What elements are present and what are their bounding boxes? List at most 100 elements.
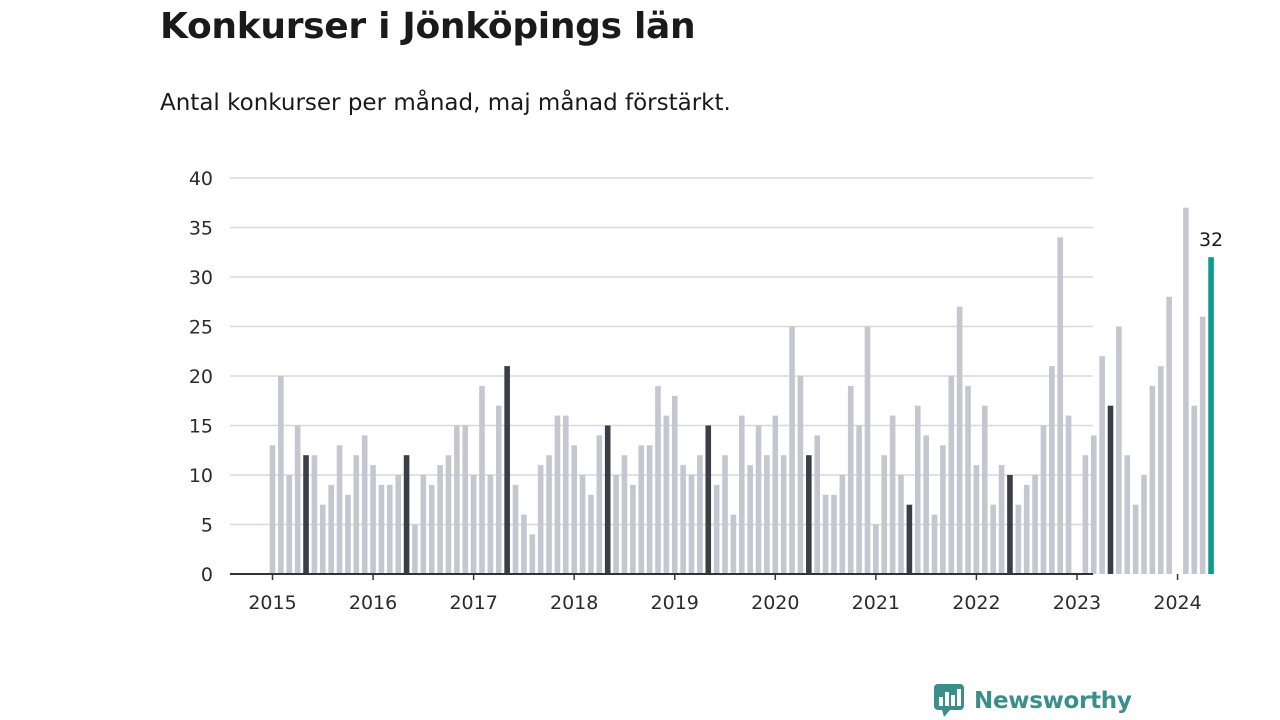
chart-title: Konkurser i Jönköpings län [160, 6, 696, 47]
bar [1191, 405, 1198, 574]
bar [789, 326, 795, 574]
bar [1032, 475, 1038, 574]
bar [738, 415, 745, 574]
bar [931, 514, 938, 574]
bar [454, 425, 460, 574]
bar [361, 435, 368, 574]
bar [470, 475, 477, 574]
bar [512, 484, 519, 574]
y-tick-label: 5 [201, 515, 213, 537]
bar [864, 326, 871, 574]
bar [688, 475, 695, 574]
bar [1065, 415, 1072, 574]
bar [387, 484, 393, 574]
y-tick-label: 20 [189, 366, 213, 388]
bar [588, 494, 594, 574]
brand-logo[interactable]: Newsworthy [934, 684, 1132, 718]
bar [378, 484, 385, 574]
bar [1007, 475, 1013, 574]
bar [495, 405, 502, 574]
bar [973, 465, 980, 574]
x-tick-label: 2024 [1153, 592, 1201, 614]
bar [822, 494, 829, 574]
bar [1049, 366, 1055, 574]
bar [956, 306, 963, 574]
bar [722, 455, 728, 574]
newsworthy-logo-icon [934, 684, 964, 717]
y-tick-label: 40 [189, 168, 213, 190]
bar [705, 425, 712, 574]
bar [1107, 405, 1114, 574]
bar [1141, 475, 1147, 574]
bar [596, 435, 603, 574]
data-labels: 32 [1199, 229, 1223, 251]
bar-value-label: 32 [1199, 229, 1223, 251]
bar [965, 385, 971, 574]
x-tick-label: 2018 [550, 592, 598, 614]
bar [269, 445, 276, 574]
bar [831, 494, 837, 574]
bar [1057, 237, 1064, 574]
x-tick-label: 2016 [349, 592, 397, 614]
bar [630, 484, 636, 574]
bar [1166, 296, 1172, 574]
x-tick-label: 2019 [651, 592, 699, 614]
bar [286, 475, 293, 574]
bar [1124, 455, 1131, 574]
bar [294, 425, 301, 574]
chart-subtitle: Antal konkurser per månad, maj månad för… [160, 90, 731, 116]
bar [755, 425, 762, 574]
bar [571, 445, 577, 574]
bar [1132, 504, 1139, 574]
bar [537, 465, 544, 574]
bar [278, 376, 284, 574]
x-tick-label: 2021 [852, 592, 900, 614]
bar [1199, 316, 1206, 574]
y-axis-ticks: 0 5 10 15 20 25 30 35 40 [189, 168, 213, 586]
bar [655, 385, 661, 574]
bar [1116, 326, 1122, 574]
bar [873, 524, 879, 574]
bar [638, 445, 645, 574]
bar [479, 385, 485, 574]
bar [613, 475, 619, 574]
bar [797, 376, 804, 574]
bar [898, 475, 904, 574]
bar [370, 465, 376, 574]
y-tick-label: 15 [189, 416, 213, 438]
bar [604, 425, 611, 574]
bar [1015, 504, 1022, 574]
y-tick-label: 30 [189, 267, 213, 289]
bar [646, 445, 653, 574]
grid-lines [230, 177, 1093, 526]
bar [1208, 257, 1214, 574]
bar [881, 455, 888, 574]
bar [1157, 366, 1164, 574]
bar [671, 395, 678, 574]
bars [269, 207, 1214, 574]
bar [353, 455, 360, 574]
x-tick-label: 2023 [1053, 592, 1101, 614]
bar [772, 415, 779, 574]
bar [940, 445, 946, 574]
bar [998, 465, 1005, 574]
x-tick-label: 2017 [449, 592, 497, 614]
bar [504, 366, 510, 574]
bar [345, 494, 351, 574]
bar [948, 376, 955, 574]
bar [1149, 385, 1156, 574]
bar [1183, 207, 1189, 574]
bar [847, 385, 854, 574]
bar [303, 455, 309, 574]
y-tick-label: 0 [201, 564, 213, 586]
bar [437, 465, 443, 574]
bar [990, 504, 996, 574]
y-tick-label: 25 [189, 317, 213, 339]
x-tick-label: 2020 [751, 592, 799, 614]
bar [1082, 455, 1089, 574]
bar [680, 465, 686, 574]
bar [906, 504, 913, 574]
bar [780, 455, 787, 574]
bar [806, 455, 812, 574]
